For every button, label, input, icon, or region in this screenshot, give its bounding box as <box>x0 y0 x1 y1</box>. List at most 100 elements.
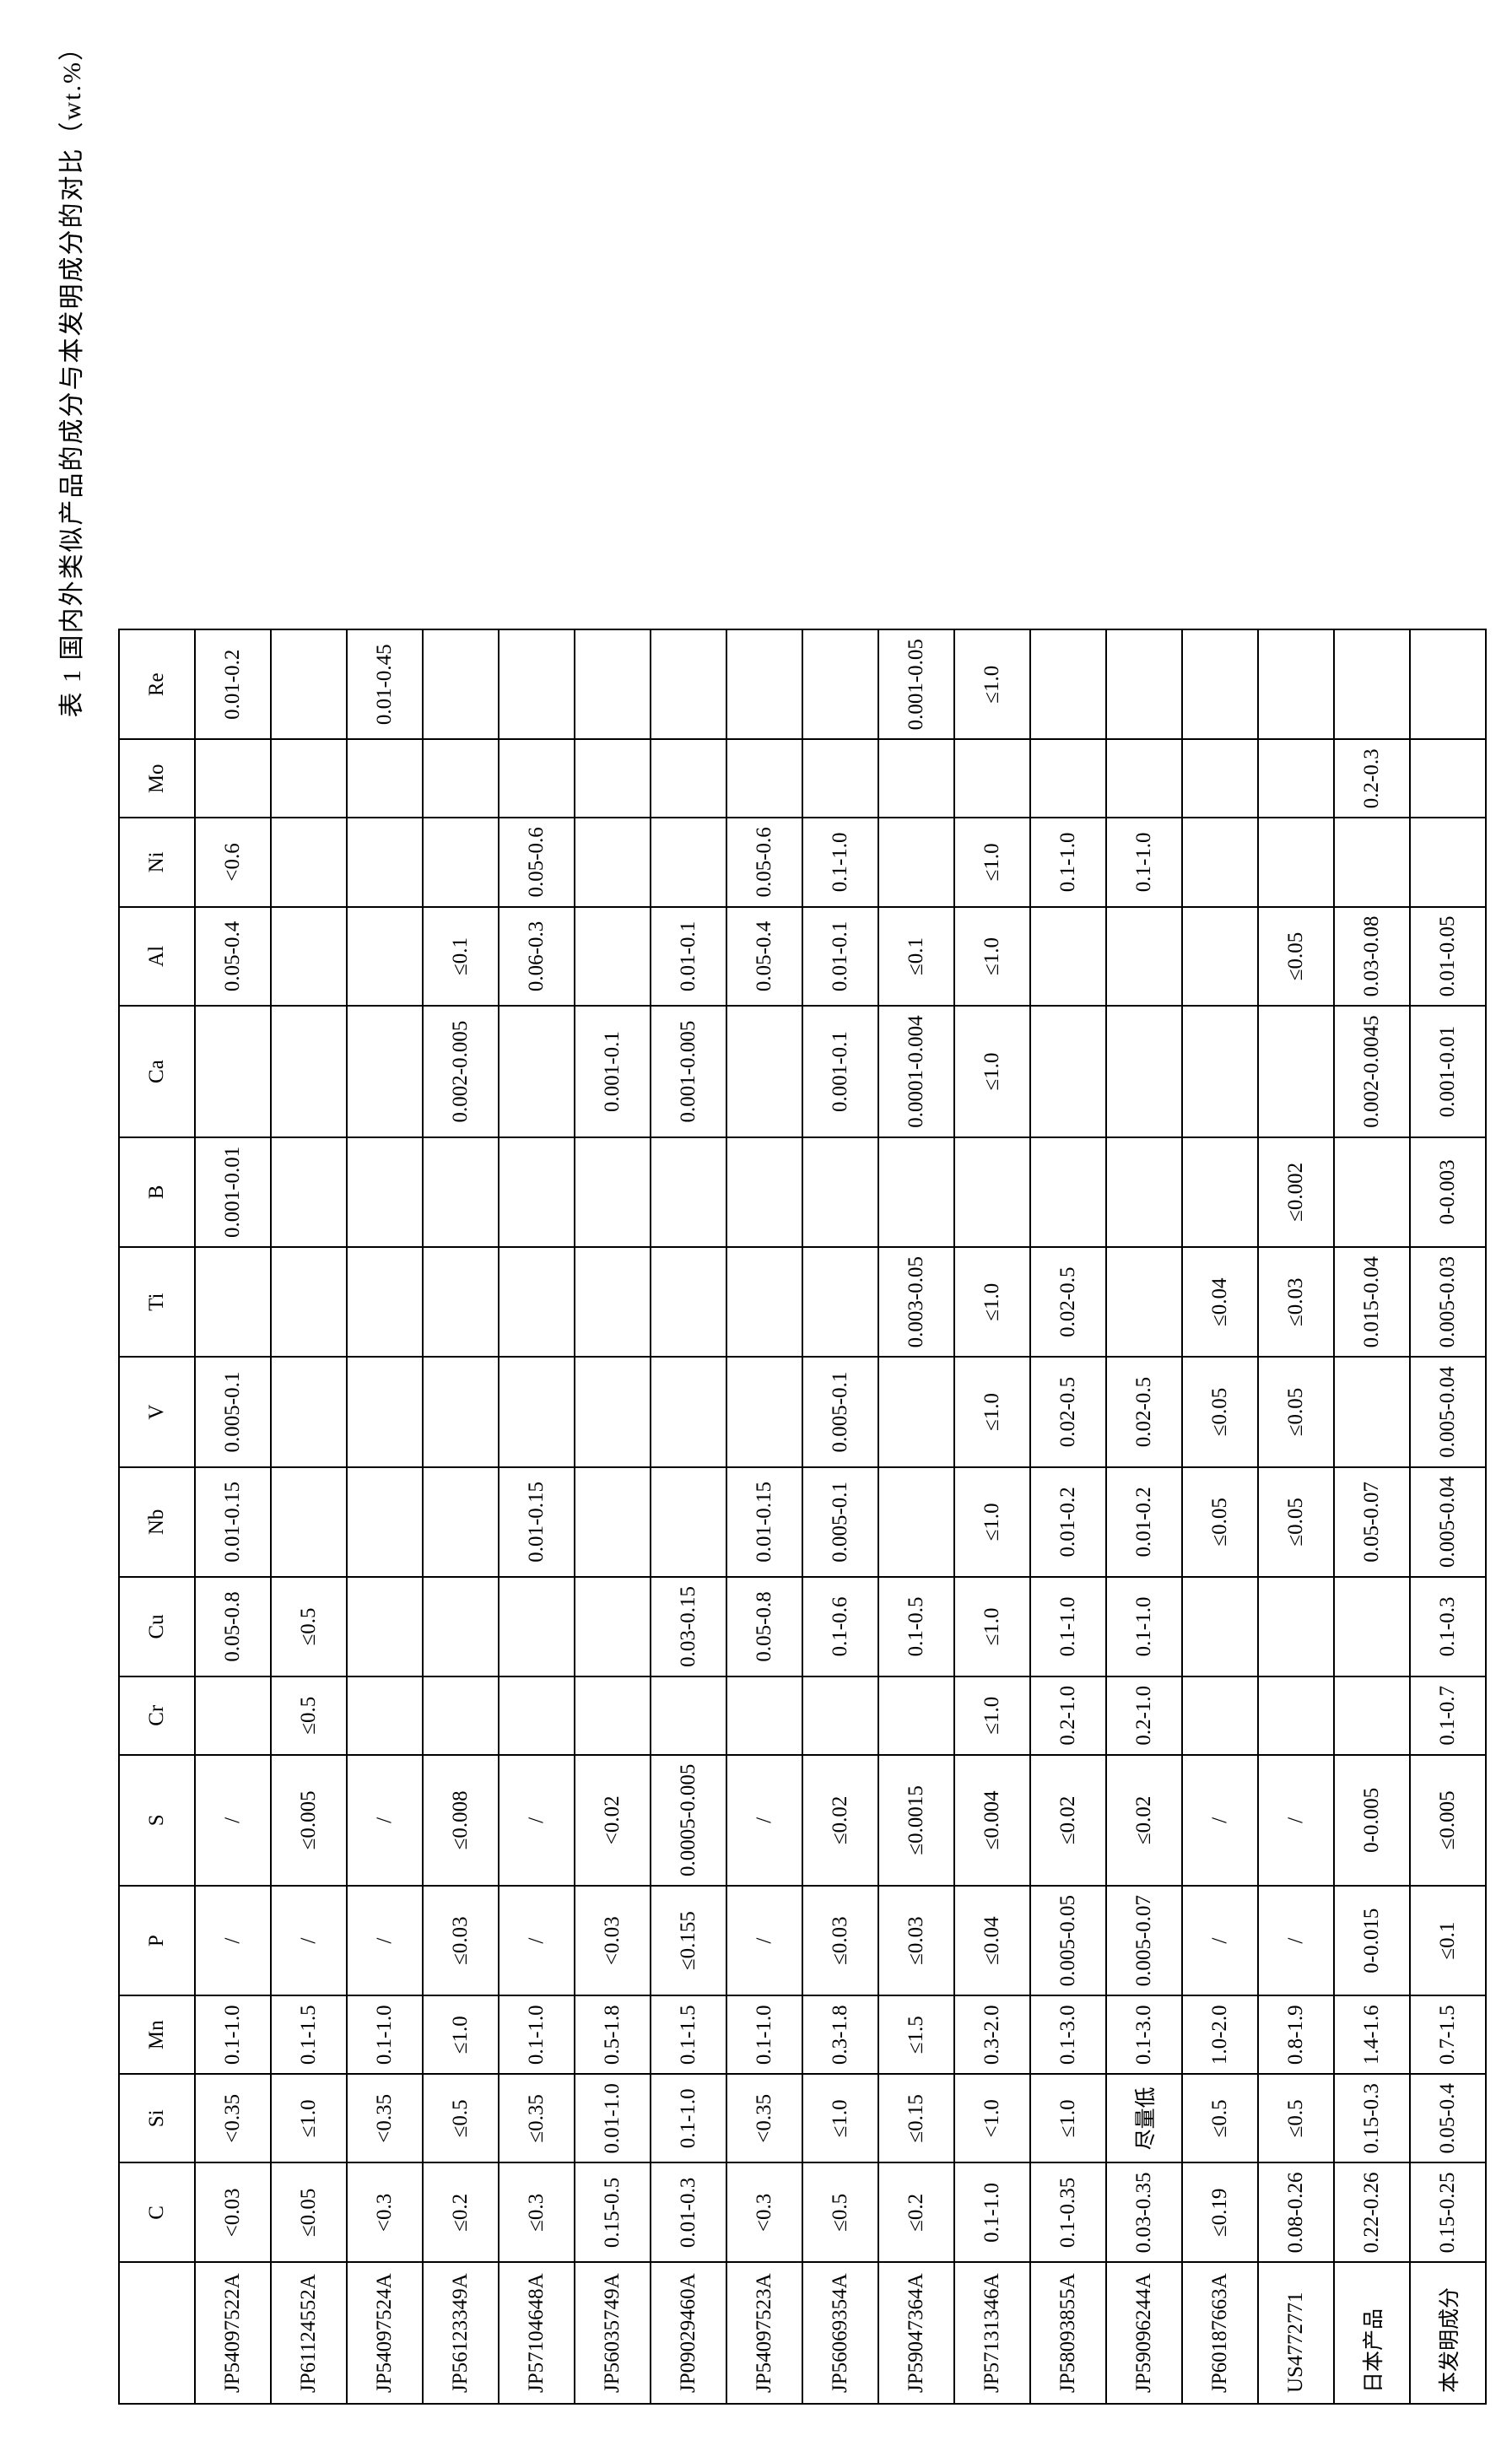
cell <box>1258 818 1334 906</box>
cell <box>726 1357 802 1466</box>
cell <box>726 629 802 739</box>
cell: 0.15-0.25 <box>1410 2162 1486 2262</box>
cell <box>651 629 726 739</box>
cell: ≤0.005 <box>271 1755 347 1886</box>
cell <box>499 1577 575 1676</box>
cell: ≤0.05 <box>1258 1467 1334 1577</box>
cell: 0.05-0.6 <box>726 818 802 906</box>
cell: ≤1.5 <box>878 1995 954 2074</box>
cell: 0.0005-0.005 <box>651 1755 726 1886</box>
cell: ≤1.0 <box>954 1247 1030 1357</box>
table-caption: 表 1 国内外类似产品的成分与本发明成分的对比（wt.%） <box>51 34 88 718</box>
cell <box>423 1357 499 1466</box>
table-row: 本发明成分0.15-0.250.05-0.40.7-1.5≤0.1≤0.0050… <box>1410 629 1486 2404</box>
cell: ≤0.05 <box>1182 1357 1258 1466</box>
cell: 0.03-0.15 <box>651 1577 726 1676</box>
cell: 0.1-1.5 <box>271 1995 347 2074</box>
cell <box>347 1577 423 1676</box>
cell: / <box>347 1755 423 1886</box>
cell: 0-0.003 <box>1410 1137 1486 1247</box>
cell <box>651 1357 726 1466</box>
cell: 0.01-0.1 <box>802 907 878 1007</box>
cell: 0.001-0.1 <box>802 1006 878 1137</box>
table-row: JP57104648A≤0.3≤0.350.1-1.0//0.01-0.150.… <box>499 629 575 2404</box>
cell: 0.005-0.05 <box>1030 1886 1106 1995</box>
cell: ≤0.35 <box>499 2074 575 2162</box>
cell <box>347 1137 423 1247</box>
cell <box>499 1006 575 1137</box>
col-header-cu: Cu <box>119 1577 195 1676</box>
cell: 0.1-1.0 <box>1106 1577 1182 1676</box>
col-header-re: Re <box>119 629 195 739</box>
row-label: JP56069354A <box>802 2262 878 2404</box>
row-label: 日本产品 <box>1334 2262 1410 2404</box>
cell: 0.2-1.0 <box>1106 1676 1182 1755</box>
cell: 0.5-1.8 <box>575 1995 651 2074</box>
cell: 0.05-0.4 <box>726 907 802 1007</box>
cell: 0.2-0.3 <box>1334 739 1410 818</box>
cell: ≤0.005 <box>1410 1755 1486 1886</box>
cell: ≤0.19 <box>1182 2162 1258 2262</box>
cell <box>878 1357 954 1466</box>
cell: 0.1-1.0 <box>1030 818 1106 906</box>
cell: ≤0.5 <box>271 1577 347 1676</box>
table-container: CSiMnPSCrCuNbVTiBCaAlNiMoRe JP54097522A<… <box>118 629 1487 2405</box>
cell: 0.1-1.0 <box>651 2074 726 2162</box>
cell <box>195 739 271 818</box>
cell: 0.3-2.0 <box>954 1995 1030 2074</box>
table-row: JP54097522A<0.03<0.350.1-1.0//0.05-0.80.… <box>195 629 271 2404</box>
cell <box>575 1467 651 1577</box>
cell: ≤1.0 <box>954 1006 1030 1137</box>
cell: 0.01-0.2 <box>1106 1467 1182 1577</box>
cell: 0.3-1.8 <box>802 1995 878 2074</box>
cell: / <box>195 1886 271 1995</box>
cell: 0.005-0.1 <box>802 1357 878 1466</box>
cell: / <box>1182 1886 1258 1995</box>
cell: 0.001-0.005 <box>651 1006 726 1137</box>
cell <box>726 1006 802 1137</box>
cell: <0.35 <box>347 2074 423 2162</box>
cell <box>575 818 651 906</box>
cell: ≤0.02 <box>1030 1755 1106 1886</box>
col-header-s: S <box>119 1755 195 1886</box>
cell: ≤0.15 <box>878 2074 954 2162</box>
cell: 0.08-0.26 <box>1258 2162 1334 2262</box>
table-row: JP56069354A≤0.5≤1.00.3-1.8≤0.03≤0.020.1-… <box>802 629 878 2404</box>
cell <box>423 629 499 739</box>
cell: ≤1.0 <box>271 2074 347 2162</box>
cell: ≤1.0 <box>802 2074 878 2162</box>
cell: 0.001-0.05 <box>878 629 954 739</box>
cell: 0.05-0.8 <box>195 1577 271 1676</box>
cell <box>1334 1357 1410 1466</box>
cell: <1.0 <box>954 2074 1030 2162</box>
cell <box>1030 1006 1106 1137</box>
cell: / <box>499 1886 575 1995</box>
cell: ≤0.2 <box>423 2162 499 2262</box>
col-header-c: C <box>119 2162 195 2262</box>
cell: 0.001-0.1 <box>575 1006 651 1137</box>
cell: 0-0.015 <box>1334 1886 1410 1995</box>
cell <box>726 1247 802 1357</box>
cell <box>423 1467 499 1577</box>
col-header-nb: Nb <box>119 1467 195 1577</box>
table-row: 日本产品0.22-0.260.15-0.31.4-1.60-0.0150-0.0… <box>1334 629 1410 2404</box>
cell: 1.4-1.6 <box>1334 1995 1410 2074</box>
cell: ≤1.0 <box>954 1676 1030 1755</box>
cell <box>347 1247 423 1357</box>
cell: 0.001-0.01 <box>195 1137 271 1247</box>
table-row: JP57131346A0.1-1.0<1.00.3-2.0≤0.04≤0.004… <box>954 629 1030 2404</box>
cell <box>575 1577 651 1676</box>
cell <box>575 1137 651 1247</box>
cell: / <box>499 1755 575 1886</box>
cell <box>802 1247 878 1357</box>
cell: <0.03 <box>195 2162 271 2262</box>
cell: / <box>271 1886 347 1995</box>
cell: 0.01-0.15 <box>499 1467 575 1577</box>
cell <box>651 1137 726 1247</box>
table-row: JP59047364A≤0.2≤0.15≤1.5≤0.03≤0.00150.1-… <box>878 629 954 2404</box>
cell <box>1106 739 1182 818</box>
cell: 0.7-1.5 <box>1410 1995 1486 2074</box>
cell: ≤1.0 <box>954 629 1030 739</box>
cell: ≤0.1 <box>878 907 954 1007</box>
cell <box>423 1137 499 1247</box>
